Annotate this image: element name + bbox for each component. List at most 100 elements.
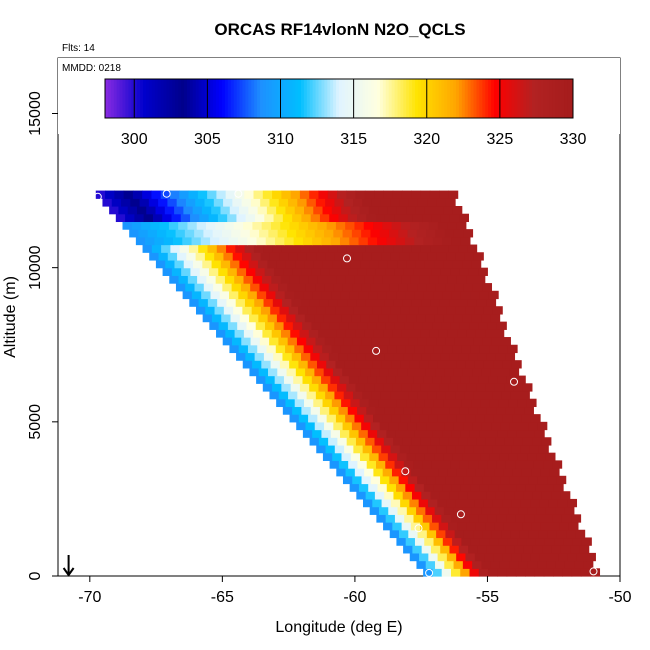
field-cell [264,267,275,276]
field-cell [325,444,336,454]
field-cell [387,452,398,461]
field-cell [434,452,445,461]
field-cell [437,552,448,562]
colorbar-segment [400,79,404,118]
field-cell [456,221,467,230]
field-cell [366,460,377,469]
colorbar-segment [394,79,398,118]
field-cell [533,460,544,469]
field-cell [486,545,497,554]
field-cell [570,545,580,554]
field-cell [459,213,469,223]
field-cell [383,437,394,446]
field-cell [459,267,470,276]
field-cell [354,468,365,477]
sample-point [234,189,243,198]
field-cell [364,468,375,477]
field-cell [327,329,338,338]
field-cell [446,360,457,369]
field-cell [524,514,535,523]
field-cell [134,213,145,223]
field-cell [357,406,367,415]
field-cell [276,206,287,215]
field-cell [215,221,226,230]
field-cell [202,313,213,323]
field-cell [418,306,429,315]
field-cell [443,259,454,269]
field-cell [506,514,517,523]
field-cell [322,259,333,269]
field-cell [442,344,453,354]
field-cell [496,460,507,469]
field-cell [308,221,318,230]
field-cell [180,213,191,223]
field-cell [199,213,210,223]
field-cell [367,321,377,330]
field-cell [455,498,466,508]
field-cell [552,514,563,523]
field-cell [354,360,364,369]
field-cell [245,352,256,361]
field-cell [489,398,500,408]
field-cell [428,414,439,423]
field-cell [148,198,159,207]
field-cell [286,229,297,238]
field-cell [262,275,272,284]
field-cell [214,252,225,261]
field-cell [437,360,448,369]
field-cell [419,552,429,562]
colorbar-tick-label: 325 [487,131,514,148]
field-cell [259,337,270,346]
field-cell [324,229,334,238]
colorbar-segment [368,79,372,118]
colorbar-segment [453,79,457,118]
field-cell [252,221,263,230]
field-cell [445,283,455,292]
colorbar-segment [260,79,264,118]
field-cell [337,437,348,446]
field-cell [229,290,239,300]
field-cell [446,252,457,261]
field-cell [580,568,591,577]
field-cell [159,221,170,230]
field-cell [292,267,303,276]
field-cell [452,398,463,408]
colorbar-segment [409,79,413,118]
field-cell [318,244,329,253]
field-cell [530,552,541,562]
field-cell [423,483,434,492]
sample-point [456,510,465,519]
field-cell [270,360,281,369]
field-cell [429,275,439,284]
field-cell [146,206,157,215]
field-cell [543,514,554,523]
field-cell [344,444,354,454]
field-cell [342,475,353,485]
colorbar-segment [277,79,281,118]
field-cell [510,529,521,539]
colorbar-tick-label: 310 [267,131,294,148]
field-cell [458,244,468,253]
field-cell [497,568,508,577]
field-cell [401,468,412,477]
field-cell [257,259,268,269]
field-cell [401,190,412,199]
field-cell [519,475,530,485]
colorbar-segment [295,79,299,118]
field-cell [407,475,418,485]
field-cell [363,414,374,423]
field-cell [352,198,363,207]
colorbar-segment [438,79,442,118]
field-cell [363,360,374,369]
field-cell [165,259,176,269]
field-cell [436,391,447,400]
field-cell [335,221,346,230]
field-cell [247,236,258,246]
field-cell [414,290,425,300]
field-cell [460,429,471,438]
field-cell [291,244,301,253]
field-cell [531,522,542,531]
field-cell [233,306,243,315]
field-cell [441,321,452,330]
